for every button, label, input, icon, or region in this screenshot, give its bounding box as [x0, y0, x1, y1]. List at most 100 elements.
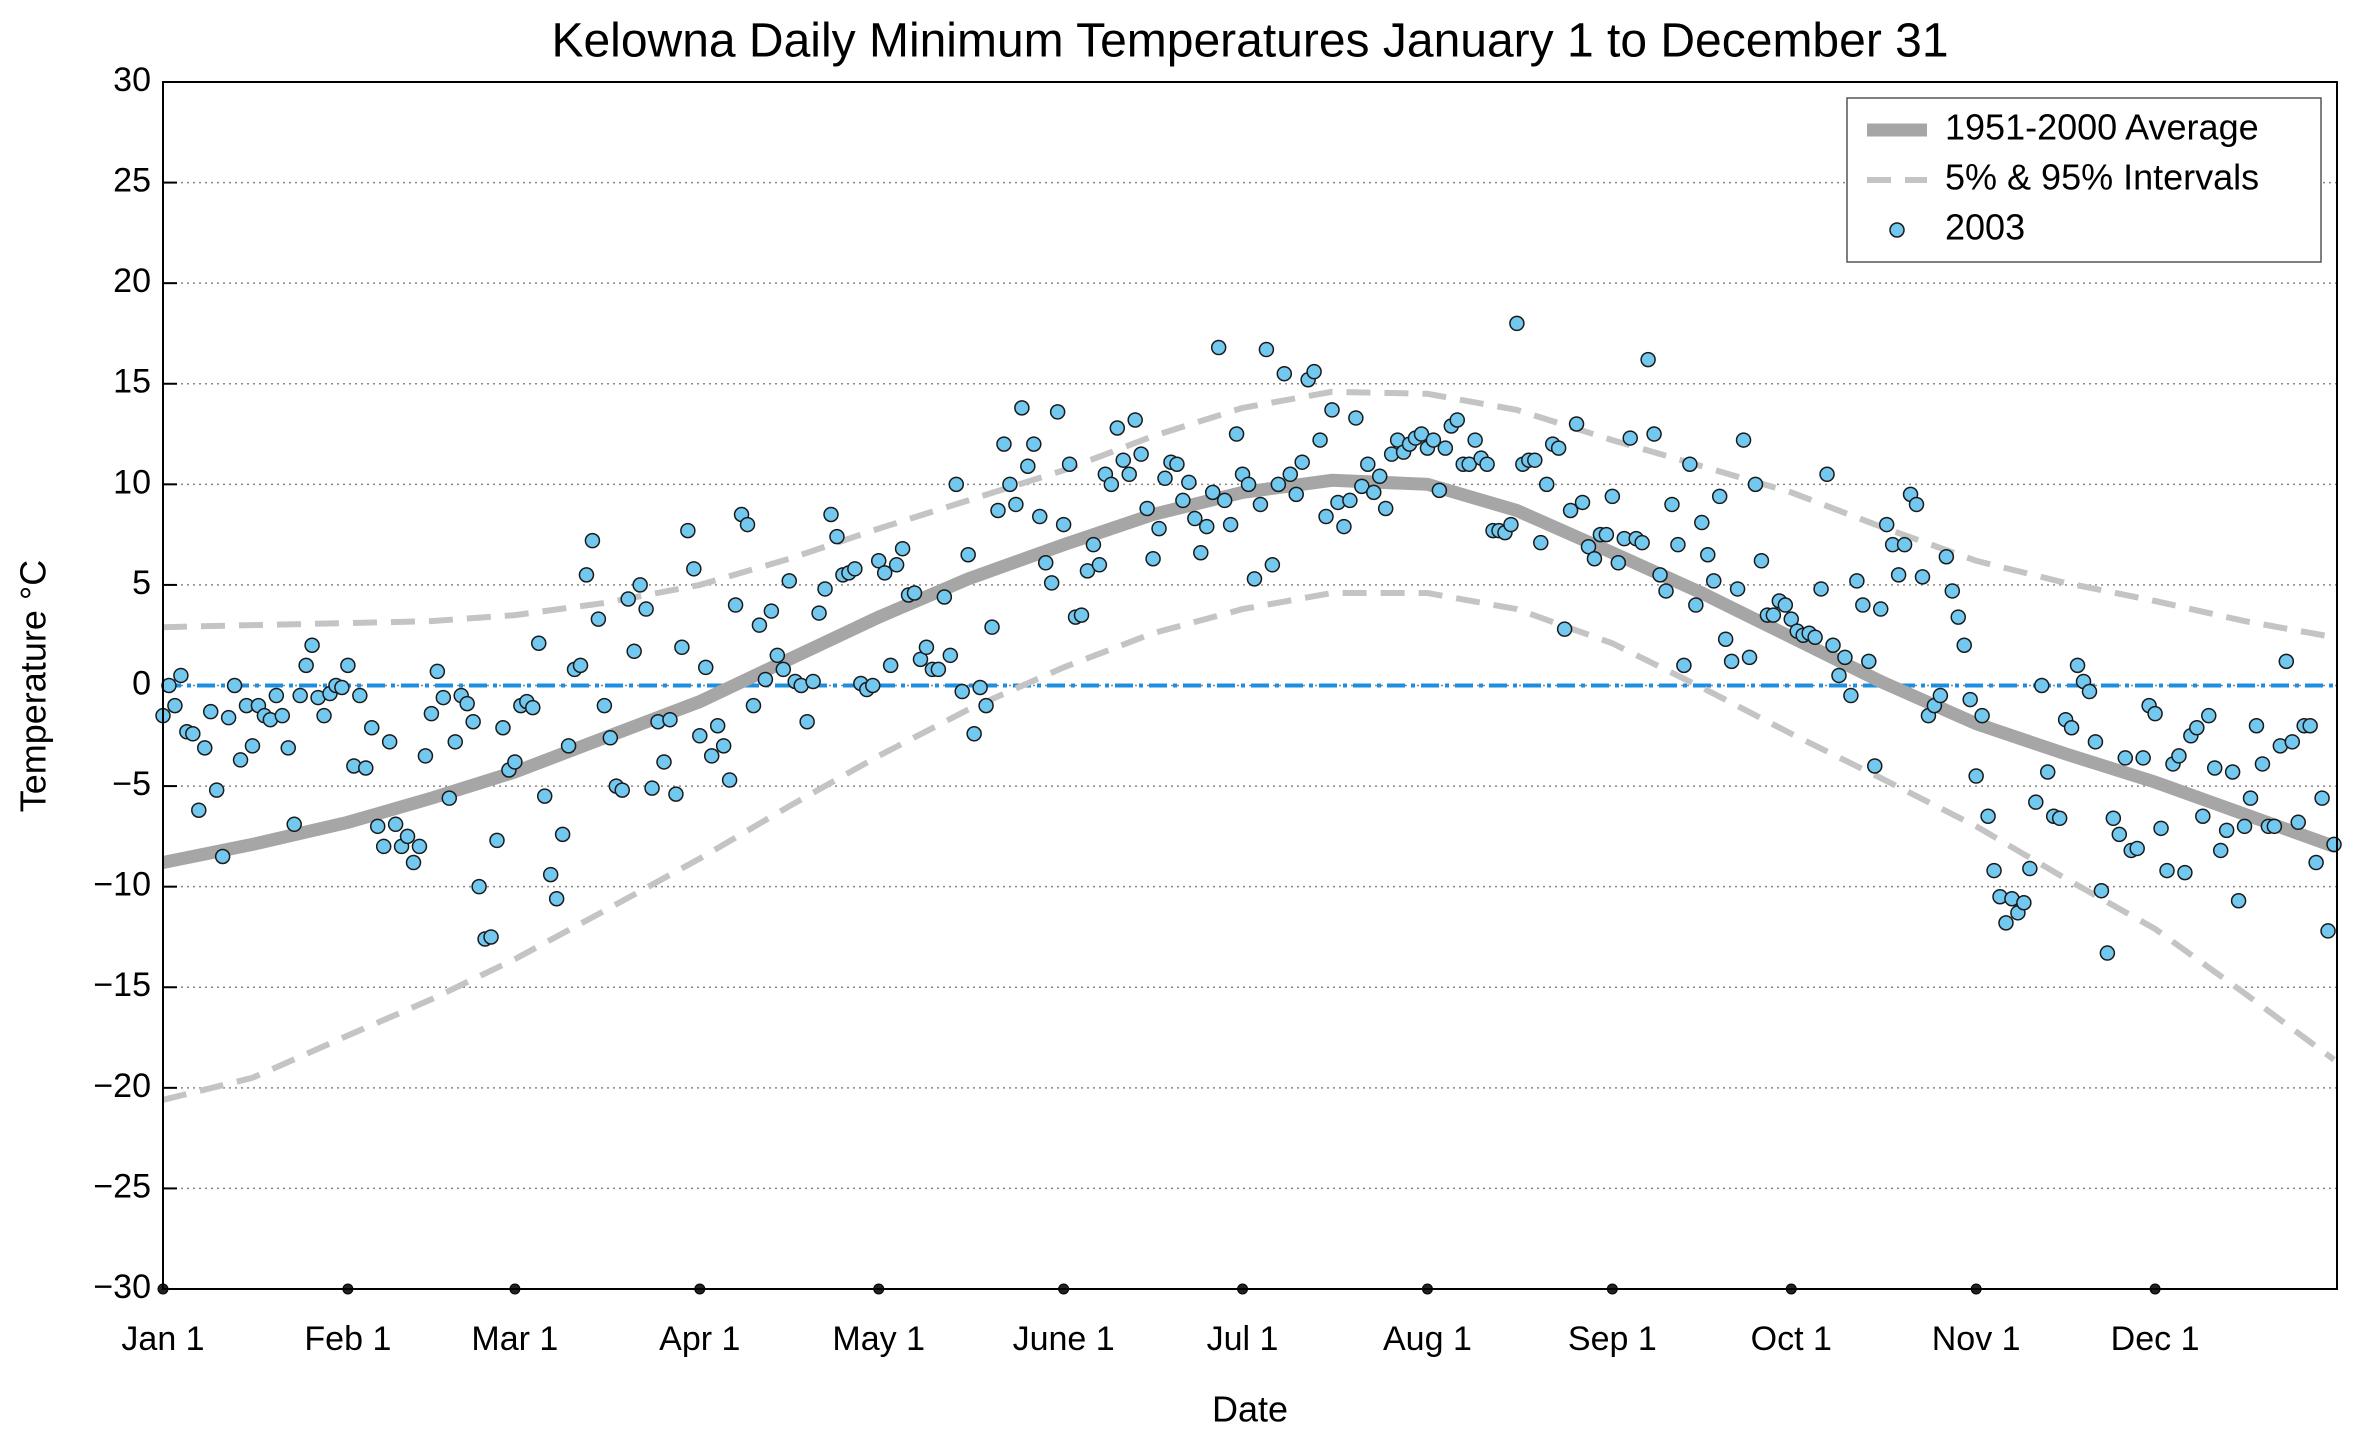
- data-point: [978, 697, 994, 714]
- data-point: [876, 565, 893, 581]
- data-point: [459, 695, 475, 712]
- data-point: [447, 734, 464, 750]
- data-point: [811, 605, 827, 621]
- data-point: [1037, 555, 1054, 571]
- data-point: [1431, 482, 1448, 499]
- data-point: [2159, 862, 2175, 879]
- x-tick-label: Aug 1: [1383, 1320, 1472, 1358]
- data-point: [2177, 864, 2193, 881]
- data-point: [1896, 536, 1913, 553]
- data-point: [799, 713, 815, 730]
- data-point: [1861, 653, 1877, 670]
- data-point: [2034, 677, 2050, 694]
- data-point: [2039, 764, 2056, 780]
- data-point: [2236, 818, 2253, 835]
- data-point: [2117, 750, 2134, 766]
- data-point: [1568, 416, 1585, 432]
- data-point: [316, 707, 332, 724]
- data-point: [1735, 432, 1752, 448]
- data-point: [1366, 484, 1382, 501]
- data-point: [1258, 341, 1275, 358]
- data-point: [1461, 456, 1477, 472]
- data-point: [1246, 571, 1263, 587]
- y-tick-label: −15: [93, 966, 151, 1004]
- data-point: [1413, 426, 1430, 442]
- data-point: [542, 866, 559, 883]
- data-point: [1354, 478, 1370, 495]
- data-point: [280, 740, 297, 756]
- data-point: [656, 754, 672, 770]
- data-point: [2111, 826, 2128, 843]
- data-point: [1270, 476, 1287, 493]
- data-point: [1157, 470, 1173, 487]
- data-point: [948, 476, 965, 493]
- data-point: [1646, 426, 1662, 442]
- data-point: [495, 719, 511, 736]
- data-point: [358, 760, 374, 776]
- legend-label: 5% & 95% Intervals: [1945, 157, 2259, 198]
- data-point: [1175, 492, 1191, 509]
- data-point: [1002, 476, 1018, 493]
- data-point: [2147, 705, 2163, 722]
- data-point: [1664, 496, 1680, 513]
- data-point: [2016, 895, 2032, 911]
- data-point: [823, 506, 839, 523]
- data-point: [1538, 476, 1555, 493]
- y-tick-label: −20: [93, 1067, 151, 1105]
- data-point: [847, 561, 863, 577]
- data-point: [769, 647, 786, 664]
- data-point: [1831, 667, 1847, 684]
- data-point: [1527, 452, 1543, 468]
- data-point: [423, 705, 440, 722]
- data-point: [936, 589, 953, 605]
- data-point: [1210, 339, 1227, 356]
- interval-line: [163, 590, 2336, 1103]
- data-point: [626, 643, 642, 660]
- data-point: [381, 734, 398, 750]
- data-point: [1974, 707, 1990, 724]
- data-point: [817, 581, 833, 597]
- chart-title: Kelowna Daily Minimum Temperatures Janua…: [551, 15, 1948, 68]
- data-point: [1634, 534, 1650, 551]
- data-point: [668, 786, 684, 802]
- data-point: [1556, 621, 1573, 637]
- data-point: [781, 573, 798, 589]
- data-point: [220, 709, 237, 726]
- data-point: [1705, 573, 1722, 589]
- data-point: [686, 561, 702, 577]
- data-point: [1783, 611, 1800, 627]
- data-point: [638, 601, 654, 617]
- data-point: [2069, 657, 2086, 674]
- data-point: [1020, 458, 1036, 474]
- data-point: [584, 532, 601, 549]
- x-tick-label: Apr 1: [659, 1320, 740, 1358]
- data-point: [1276, 365, 1293, 382]
- data-point: [721, 772, 738, 788]
- data-point: [2224, 764, 2241, 780]
- data-point: [352, 687, 368, 704]
- data-point: [1819, 466, 1835, 483]
- data-point: [1938, 549, 1955, 565]
- data-point: [1813, 581, 1829, 597]
- data-point: [1574, 494, 1591, 511]
- data-point: [411, 838, 428, 855]
- data-point: [525, 699, 541, 716]
- data-point: [572, 657, 589, 674]
- legend-marker: [1889, 222, 1905, 238]
- data-point: [167, 697, 183, 714]
- data-point: [1765, 607, 1782, 623]
- data-point: [918, 639, 935, 656]
- data-point: [1139, 500, 1155, 517]
- y-tick-label: 30: [113, 61, 151, 99]
- x-tick-label: Jul 1: [1207, 1320, 1279, 1358]
- data-point: [1127, 412, 1143, 428]
- legend-label: 1951-2000 Average: [1945, 107, 2259, 148]
- data-point: [1980, 808, 1996, 825]
- data-point: [304, 637, 320, 654]
- data-point: [1670, 536, 1686, 553]
- data-point: [1282, 466, 1299, 483]
- data-point: [930, 661, 947, 678]
- data-point: [1360, 456, 1376, 472]
- data-point: [2063, 719, 2080, 736]
